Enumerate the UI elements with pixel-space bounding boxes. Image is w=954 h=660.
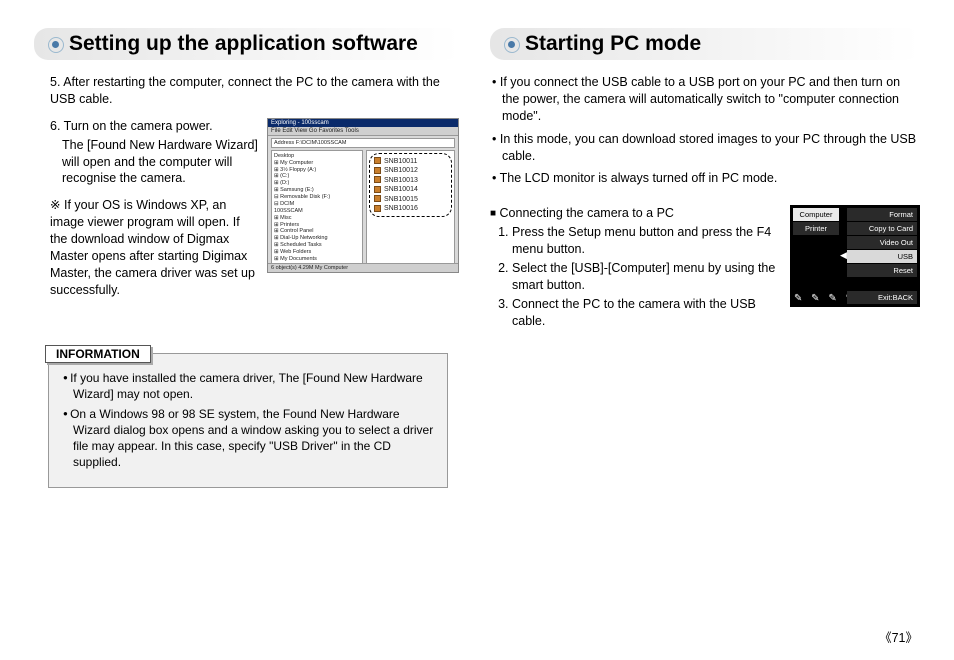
explorer-address: Address F:\DCIM\100SSCAM	[271, 138, 455, 148]
heading-setting-up: Setting up the application software	[34, 28, 460, 60]
right-bullet: In this mode, you can download stored im…	[492, 131, 920, 165]
explorer-statusbar: 6 object(s) 4.29M My Computer	[268, 263, 458, 272]
connect-block: ■ Connecting the camera to a PC Press th…	[490, 205, 776, 331]
explorer-menubar: File Edit View Go Favorites Tools	[268, 127, 458, 136]
page-number: 《71》	[879, 627, 918, 646]
dashed-highlight: SNB10011 SNB10012 SNB10013 SNB10014 SNB1…	[369, 153, 452, 218]
info-item: If you have installed the camera driver,…	[73, 370, 437, 402]
file-row: SNB10011	[374, 157, 447, 166]
file-icon	[374, 195, 381, 202]
heading-starting-pc: Starting PC mode	[490, 28, 920, 60]
lcd-menu-screenshot: Computer Printer Format Copy to Card Vid…	[790, 205, 920, 307]
information-box: INFORMATION If you have installed the ca…	[48, 353, 448, 488]
right-column: Starting PC mode If you connect the USB …	[490, 28, 920, 488]
lcd-left-item: Printer	[793, 222, 839, 235]
file-icon	[374, 167, 381, 174]
explorer-screenshot: Exploring - 100sscam File Edit View Go F…	[267, 118, 459, 273]
square-bullet-icon: ■	[490, 208, 496, 219]
step-6a: 6. Turn on the camera power.	[50, 118, 259, 135]
file-row: SNB10015	[374, 195, 447, 204]
lcd-right-item: Reset	[847, 264, 917, 277]
heading-text: Setting up the application software	[69, 32, 418, 56]
lcd-right-item-selected: USB	[847, 250, 917, 263]
lcd-right-item: Format	[847, 208, 917, 221]
connect-step: Select the [USB]-[Computer] menu by usin…	[512, 260, 776, 294]
explorer-titlebar: Exploring - 100sscam	[268, 119, 458, 127]
information-header: INFORMATION	[45, 345, 151, 363]
info-item: On a Windows 98 or 98 SE system, the Fou…	[73, 406, 437, 471]
step-5: 5. After restarting the computer, connec…	[50, 74, 460, 108]
connect-step: Press the Setup menu button and press th…	[512, 224, 776, 258]
step-6b: The [Found New Hardware Wizard] will ope…	[62, 137, 259, 188]
right-bullet: The LCD monitor is always turned off in …	[492, 170, 920, 187]
file-row: SNB10014	[374, 185, 447, 194]
lcd-right-item: Video Out	[847, 236, 917, 249]
file-row: SNB10012	[374, 166, 447, 175]
file-icon	[374, 157, 381, 164]
lcd-left-item: Computer	[793, 208, 839, 221]
star-icon: ※	[50, 197, 64, 214]
left-column: Setting up the application software 5. A…	[34, 28, 460, 488]
connect-step: Connect the PC to the camera with the US…	[512, 296, 776, 330]
file-row: SNB10016	[374, 204, 447, 213]
heading-bullet-icon	[508, 41, 515, 48]
explorer-filelist: SNB10011 SNB10012 SNB10013 SNB10014 SNB1…	[366, 150, 455, 265]
file-icon	[374, 205, 381, 212]
lcd-arrow-icon: ◀	[840, 250, 847, 261]
heading-bullet-icon	[52, 41, 59, 48]
xp-note-text: If your OS is Windows XP, an image viewe…	[50, 198, 255, 296]
file-icon	[374, 176, 381, 183]
heading-text: Starting PC mode	[525, 32, 701, 56]
file-icon	[374, 186, 381, 193]
explorer-tree: Desktop ⊞ My Computer ⊞ 3½ Floppy (A:) ⊞…	[271, 150, 363, 265]
right-bullet: If you connect the USB cable to a USB po…	[492, 74, 920, 125]
file-row: SNB10013	[374, 176, 447, 185]
lcd-exit: Exit:BACK	[847, 291, 917, 304]
lcd-right-item: Copy to Card	[847, 222, 917, 235]
connect-label: Connecting the camera to a PC	[500, 206, 674, 220]
xp-note: ※If your OS is Windows XP, an image view…	[50, 197, 259, 298]
